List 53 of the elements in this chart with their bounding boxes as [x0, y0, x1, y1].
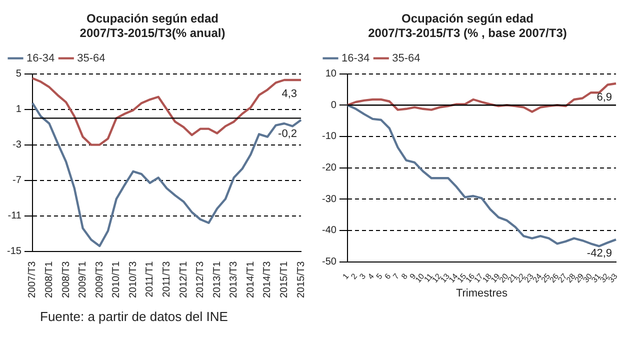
chart-subtitle: 2007/T3-2015/T3 (% , base 2007/T3)	[368, 26, 567, 40]
x-tick-label: 2012/T3	[195, 260, 206, 298]
y-tick-label: -11	[8, 210, 22, 222]
y-tick-label: 10	[325, 68, 337, 80]
y-tick-label: -3	[12, 140, 22, 151]
x-tick-label: 2013/T3	[228, 260, 240, 298]
chart-title: Ocupación según edad	[401, 12, 534, 26]
y-tick-label: -15	[7, 246, 22, 258]
x-tick-label: 6	[382, 271, 393, 282]
x-tick-label: 2014/T3	[262, 260, 274, 298]
y-tick-label: 0	[330, 100, 337, 111]
x-tick-label: 2011/T1	[144, 260, 156, 298]
x-tick-label: 2008/T1	[44, 260, 55, 298]
x-tick-label: 4	[366, 271, 376, 282]
legend-label: 16-34	[26, 52, 55, 64]
x-tick-label: 1	[340, 271, 352, 282]
x-tick-label: 2012/T1	[178, 260, 190, 298]
x-tick-label: 2015/T1	[278, 260, 290, 298]
legend-label: 35-64	[77, 52, 106, 64]
x-tick-label: 2007/T3	[27, 260, 38, 298]
annotation: 4,3	[282, 88, 297, 100]
y-tick-label: -40	[322, 225, 337, 236]
x-tick-label: 33	[606, 271, 620, 284]
x-tick-label: 2011/T3	[161, 260, 172, 298]
legend-label: 16-34	[342, 52, 370, 64]
x-tick-label: 3	[358, 271, 368, 282]
x-tick-label: 2014/T1	[245, 260, 256, 298]
x-tick-label: 5	[374, 271, 385, 282]
x-tick-label: 2010/T1	[111, 260, 122, 298]
x-tick-label: 2	[349, 271, 360, 282]
chart-title: Ocupación según edad	[86, 12, 219, 26]
y-tick-label: -50	[322, 256, 337, 268]
annotation: 6,9	[596, 92, 612, 104]
x-tick-label: 2008/T3	[60, 260, 72, 298]
x-tick-label: 2010/T3	[128, 260, 139, 298]
x-axis-title: Trimestres	[456, 287, 508, 300]
y-tick-label: -20	[322, 162, 337, 174]
source-note: Fuente: a partir de datos del INE	[40, 309, 228, 324]
x-tick-label: 2009/T3	[94, 260, 106, 298]
y-tick-label: -30	[322, 194, 337, 205]
legend-label: 35-64	[392, 52, 420, 64]
x-tick-label: 2009/T1	[78, 260, 89, 298]
chart-subtitle: 2007/T3-2015/T3(% anual)	[80, 26, 226, 40]
x-tick-label: 2015/T3	[296, 260, 307, 298]
annotation: -0,2	[278, 128, 297, 140]
y-tick-label: -7	[12, 175, 22, 186]
y-tick-label: -10	[322, 131, 337, 142]
y-tick-label: 1	[16, 104, 22, 116]
x-tick-label: 8	[400, 271, 410, 282]
x-tick-label: 2013/T1	[212, 260, 223, 298]
annotation: -42,9	[586, 248, 612, 260]
x-tick-label: 7	[391, 271, 402, 282]
y-tick-label: 5	[16, 68, 22, 80]
